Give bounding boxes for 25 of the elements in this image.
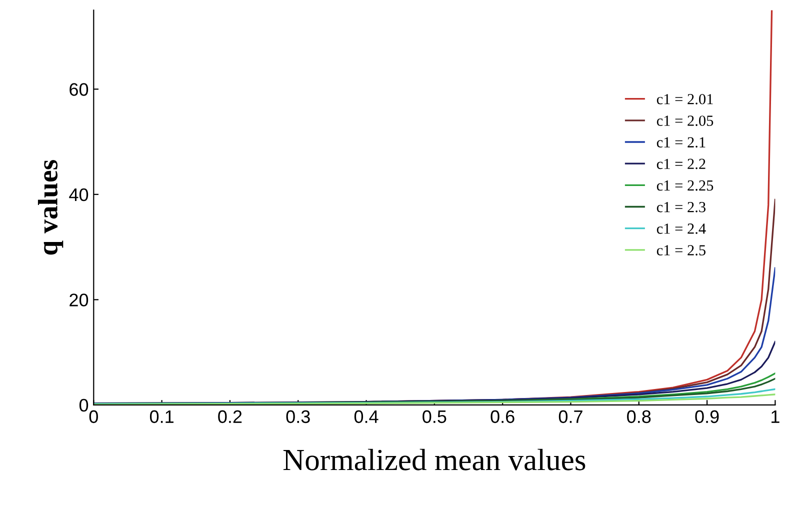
x-tick-label: 0.5	[422, 410, 446, 424]
legend-label: c1 = 2.4	[656, 224, 706, 234]
legend-label: c1 = 2.3	[656, 202, 706, 212]
legend-label: c1 = 2.2	[656, 158, 706, 170]
x-tick-label: 0.7	[558, 410, 582, 424]
x-tick-label: 0.2	[218, 410, 242, 424]
legend-label: c1 = 2.01	[656, 94, 713, 104]
x-tick-label: 0	[89, 410, 98, 424]
x-tick-label: 0.9	[695, 410, 719, 424]
legend-label: c1 = 2.25	[656, 180, 714, 191]
x-tick-label: 0.3	[286, 410, 310, 424]
y-tick-label: 60	[70, 83, 88, 96]
x-tick-label: 0.6	[490, 410, 514, 424]
x-axis-title: Normalized mean values	[283, 448, 586, 470]
y-axis-title: q values	[38, 160, 64, 255]
x-tick-label: 0.1	[150, 410, 174, 424]
y-tick-label: 40	[69, 188, 88, 202]
legend-label: c1 = 2.1	[656, 137, 706, 148]
x-tick-label: 1	[772, 410, 780, 423]
x-tick-label: 0.4	[354, 410, 378, 424]
legend-label: c1 = 2.05	[656, 116, 714, 126]
x-tick-label: 0.8	[627, 410, 651, 424]
y-tick-label: 0	[79, 398, 88, 412]
y-tick-label: 20	[70, 294, 88, 306]
legend-label: c1 = 2.5	[656, 245, 706, 256]
